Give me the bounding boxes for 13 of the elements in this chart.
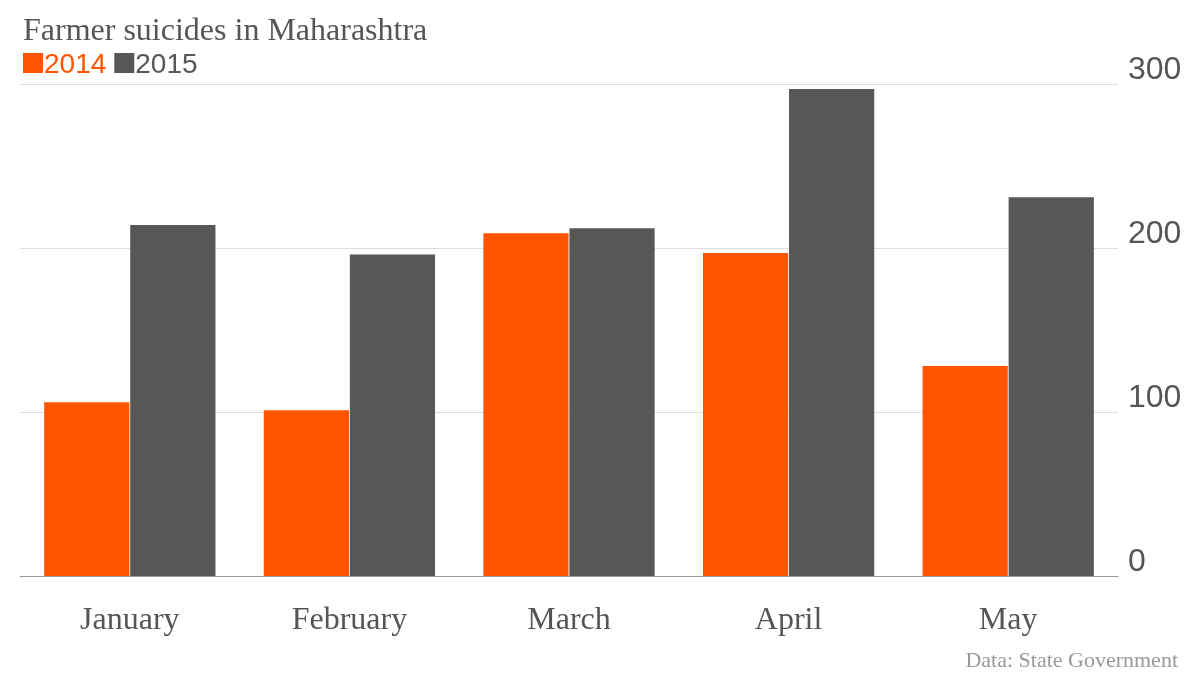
x-tick-label: May <box>978 600 1038 636</box>
legend-label: 2014 <box>44 47 107 79</box>
y-tick-label: 100 <box>1128 378 1182 414</box>
y-tick-label: 300 <box>1128 50 1182 86</box>
x-tick-label: March <box>527 600 611 636</box>
chart-title: Farmer suicides in Maharashtra <box>23 11 428 47</box>
x-tick-label: February <box>291 600 408 636</box>
x-tick-label: January <box>80 600 180 636</box>
text: Data: State Government <box>965 646 1179 672</box>
y-tick-label: 0 <box>1128 542 1146 578</box>
x-tick-label: April <box>754 600 823 636</box>
legend-label: 2015 <box>135 47 198 79</box>
y-tick-label: 200 <box>1128 214 1182 250</box>
